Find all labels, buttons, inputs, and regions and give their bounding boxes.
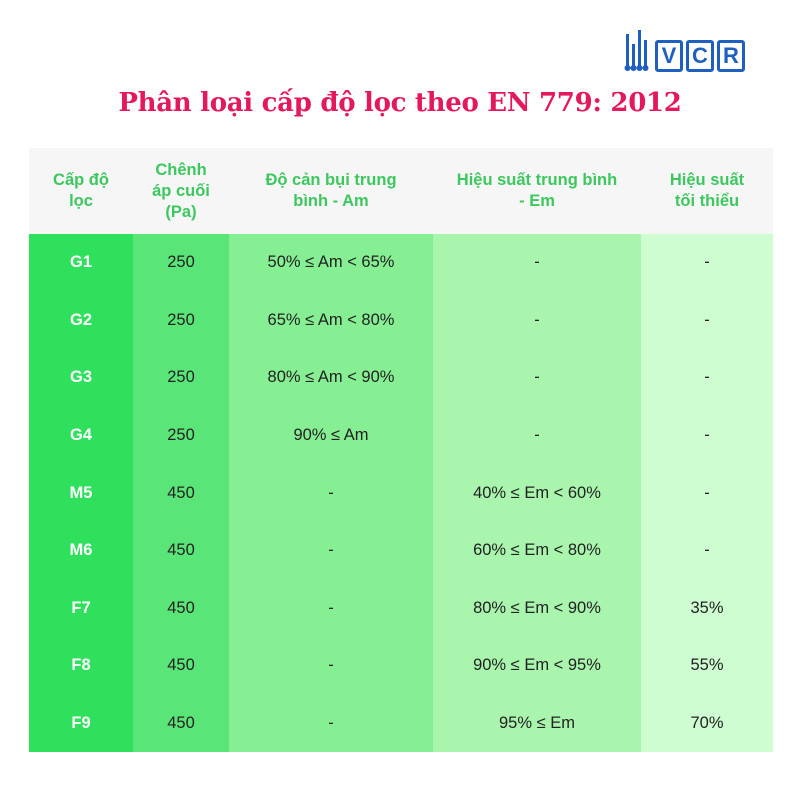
cell-min-efficiency: - bbox=[641, 464, 773, 522]
header-line: - Em bbox=[519, 192, 555, 210]
header-avg-efficiency: Hiệu suất trung bình - Em bbox=[433, 148, 641, 234]
cell-filter-class: F7 bbox=[29, 579, 133, 638]
header-arrestance: Độ cản bụi trung bình - Am bbox=[229, 148, 433, 234]
header-min-efficiency: Hiệu suất tối thiểu bbox=[641, 148, 773, 234]
cell-final-pressure: 450 bbox=[133, 579, 229, 638]
filter-tools-icon bbox=[624, 30, 649, 71]
cell-arrestance: 90% ≤ Am bbox=[229, 406, 433, 465]
cell-avg-efficiency: 80% ≤ Em < 90% bbox=[433, 579, 641, 638]
cell-min-efficiency: - bbox=[641, 406, 773, 465]
table-row: F8 450-90% ≤ Em < 95% 55% bbox=[29, 637, 773, 695]
header-line: áp cuối bbox=[152, 181, 210, 200]
table-row: M6 450-60% ≤ Em < 80% - bbox=[29, 521, 773, 580]
cell-final-pressure: 250 bbox=[133, 291, 229, 350]
header-line: Cấp độ bbox=[53, 171, 109, 189]
logo-letter-c: C bbox=[686, 40, 714, 72]
cell-final-pressure: 450 bbox=[133, 521, 229, 580]
cell-min-efficiency: - bbox=[641, 234, 773, 292]
cell-filter-class: G2 bbox=[29, 291, 133, 350]
header-line: Chênh bbox=[155, 160, 207, 179]
cell-min-efficiency: - bbox=[641, 349, 773, 407]
table-row: G4 250 90% ≤ Am - - bbox=[29, 406, 773, 465]
page-title: Phân loại cấp độ lọc theo EN 779: 2012 bbox=[118, 88, 682, 118]
table-row: G2 250 65% ≤ Am < 80% - - bbox=[29, 291, 773, 350]
header-line: tối thiểu bbox=[674, 192, 740, 210]
cell-avg-efficiency: - bbox=[433, 349, 641, 407]
cell-arrestance: - bbox=[229, 521, 433, 580]
header-line: (Pa) bbox=[165, 202, 197, 221]
cell-arrestance: 80% ≤ Am < 90% bbox=[229, 349, 433, 407]
cell-arrestance: 50% ≤ Am < 65% bbox=[229, 234, 433, 292]
header-line: Hiệu suất bbox=[669, 171, 745, 189]
cell-min-efficiency: 35% bbox=[641, 579, 773, 638]
cell-final-pressure: 250 bbox=[133, 349, 229, 407]
cell-filter-class: M5 bbox=[29, 464, 133, 522]
cell-arrestance: - bbox=[229, 694, 433, 753]
cell-arrestance: - bbox=[229, 637, 433, 695]
filter-class-table: Cấp độ lọc Chênh áp cuối (Pa) Độ cản bụi trun… bbox=[29, 148, 773, 753]
table-row: G1 250 50% ≤ Am < 65% - - bbox=[29, 234, 773, 292]
cell-avg-efficiency: 95% ≤ Em bbox=[433, 694, 641, 753]
cell-avg-efficiency: - bbox=[433, 406, 641, 465]
cell-arrestance: - bbox=[229, 464, 433, 522]
cell-filter-class: M6 bbox=[29, 521, 133, 580]
cell-final-pressure: 450 bbox=[133, 637, 229, 695]
logo-letters: V C R bbox=[655, 40, 745, 72]
cell-final-pressure: 250 bbox=[133, 234, 229, 292]
cell-filter-class: F9 bbox=[29, 694, 133, 753]
cell-final-pressure: 250 bbox=[133, 406, 229, 465]
cell-final-pressure: 450 bbox=[133, 464, 229, 522]
cell-min-efficiency: 55% bbox=[641, 637, 773, 695]
header-line: Độ cản bụi trung bbox=[265, 171, 397, 189]
header-row: Cấp độ lọc Chênh áp cuối (Pa) Độ cản bụi trun… bbox=[29, 148, 773, 234]
table-row: M5 450-40% ≤ Em < 60% - bbox=[29, 464, 773, 522]
header-line: lọc bbox=[69, 192, 93, 210]
cell-avg-efficiency: - bbox=[433, 291, 641, 350]
header-final-pressure: Chênh áp cuối (Pa) bbox=[133, 148, 229, 234]
cell-avg-efficiency: 90% ≤ Em < 95% bbox=[433, 637, 641, 695]
cell-filter-class: F8 bbox=[29, 637, 133, 695]
cell-avg-efficiency: 40% ≤ Em < 60% bbox=[433, 464, 641, 522]
cell-avg-efficiency: 60% ≤ Em < 80% bbox=[433, 521, 641, 580]
cell-filter-class: G3 bbox=[29, 349, 133, 407]
table-header: Cấp độ lọc Chênh áp cuối (Pa) Độ cản bụi trun… bbox=[29, 148, 773, 234]
cell-min-efficiency: - bbox=[641, 291, 773, 350]
cell-min-efficiency: 70% bbox=[641, 694, 773, 753]
cell-filter-class: G1 bbox=[29, 234, 133, 292]
vcr-logo: V C R bbox=[623, 30, 745, 72]
cell-arrestance: - bbox=[229, 579, 433, 638]
logo-letter-r: R bbox=[717, 40, 745, 72]
table-row: G3 250 80% ≤ Am < 90% - - bbox=[29, 349, 773, 407]
cell-final-pressure: 450 bbox=[133, 694, 229, 753]
table-body: G1 250 50% ≤ Am < 65% - - G2 250 65% ≤ Am < 80%… bbox=[29, 234, 773, 753]
table-row: F7 450-80% ≤ Em < 90% 35% bbox=[29, 579, 773, 638]
header-line: bình - Am bbox=[293, 192, 369, 210]
header-filter-class: Cấp độ lọc bbox=[29, 148, 133, 234]
table-row: F9 450-95% ≤ Em 70% bbox=[29, 694, 773, 753]
header-line: Hiệu suất trung bình bbox=[456, 171, 618, 189]
logo-letter-v: V bbox=[655, 40, 683, 72]
cell-avg-efficiency: - bbox=[433, 234, 641, 292]
cell-arrestance: 65% ≤ Am < 80% bbox=[229, 291, 433, 350]
cell-min-efficiency: - bbox=[641, 521, 773, 580]
cell-filter-class: G4 bbox=[29, 406, 133, 465]
